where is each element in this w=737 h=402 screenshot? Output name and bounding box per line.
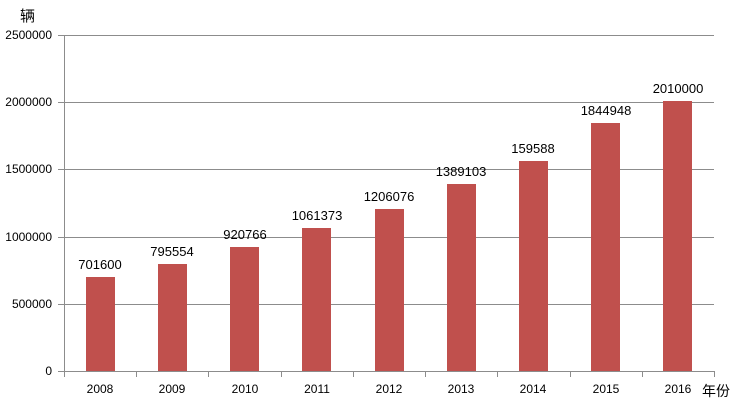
y-tick-label: 2500000 — [5, 28, 52, 42]
data-label: 1061373 — [291, 208, 343, 223]
y-axis-unit-label: 辆 — [20, 7, 36, 25]
x-tick-mark — [281, 371, 282, 377]
y-tick-mark — [58, 304, 64, 305]
bar-2014 — [519, 161, 548, 371]
x-tick-label: 2008 — [86, 382, 114, 396]
x-tick-label: 2015 — [592, 382, 620, 396]
data-label: 1206076 — [363, 189, 415, 204]
y-tick-mark — [58, 237, 64, 238]
bar-2008 — [86, 277, 115, 371]
x-tick-label: 2016 — [664, 382, 692, 396]
y-tick-label: 2000000 — [5, 95, 52, 109]
x-tick-label: 2013 — [447, 382, 475, 396]
x-tick-mark — [570, 371, 571, 377]
x-tick-mark — [425, 371, 426, 377]
data-label: 1844948 — [580, 103, 632, 118]
x-tick-mark — [714, 371, 715, 377]
y-tick-mark — [58, 371, 64, 372]
y-tick-label: 1000000 — [5, 230, 52, 244]
data-label: 795554 — [150, 244, 194, 259]
data-label: 2010000 — [652, 81, 704, 96]
x-tick-mark — [497, 371, 498, 377]
gridline — [64, 371, 714, 372]
bar-2012 — [375, 209, 404, 371]
x-tick-mark — [64, 371, 65, 377]
x-tick-label: 2012 — [375, 382, 403, 396]
y-tick-label: 1500000 — [5, 162, 52, 176]
bar-2016 — [663, 101, 692, 371]
x-axis-unit-label: 年份 — [702, 384, 730, 400]
data-label: 159588 — [511, 141, 555, 156]
bar-2009 — [158, 264, 187, 371]
gridline — [64, 102, 714, 103]
y-tick-mark — [58, 169, 64, 170]
bar-2011 — [302, 228, 331, 371]
x-tick-mark — [353, 371, 354, 377]
bar-2013 — [447, 184, 476, 371]
x-tick-label: 2010 — [231, 382, 259, 396]
x-tick-mark — [208, 371, 209, 377]
x-tick-mark — [642, 371, 643, 377]
y-tick-label: 500000 — [11, 297, 52, 311]
x-tick-mark — [136, 371, 137, 377]
data-label: 1389103 — [435, 164, 487, 179]
gridline — [64, 169, 714, 170]
x-tick-label: 2011 — [304, 382, 330, 396]
y-tick-mark — [58, 35, 64, 36]
x-tick-label: 2009 — [158, 382, 186, 396]
bar-2015 — [591, 123, 620, 371]
bar-2010 — [230, 247, 259, 371]
data-label: 920766 — [223, 227, 267, 242]
y-tick-label: 0 — [45, 364, 52, 378]
x-tick-label: 2014 — [519, 382, 547, 396]
y-tick-mark — [58, 102, 64, 103]
gridline — [64, 35, 714, 36]
y-axis-line — [64, 35, 65, 372]
data-label: 701600 — [78, 257, 122, 272]
